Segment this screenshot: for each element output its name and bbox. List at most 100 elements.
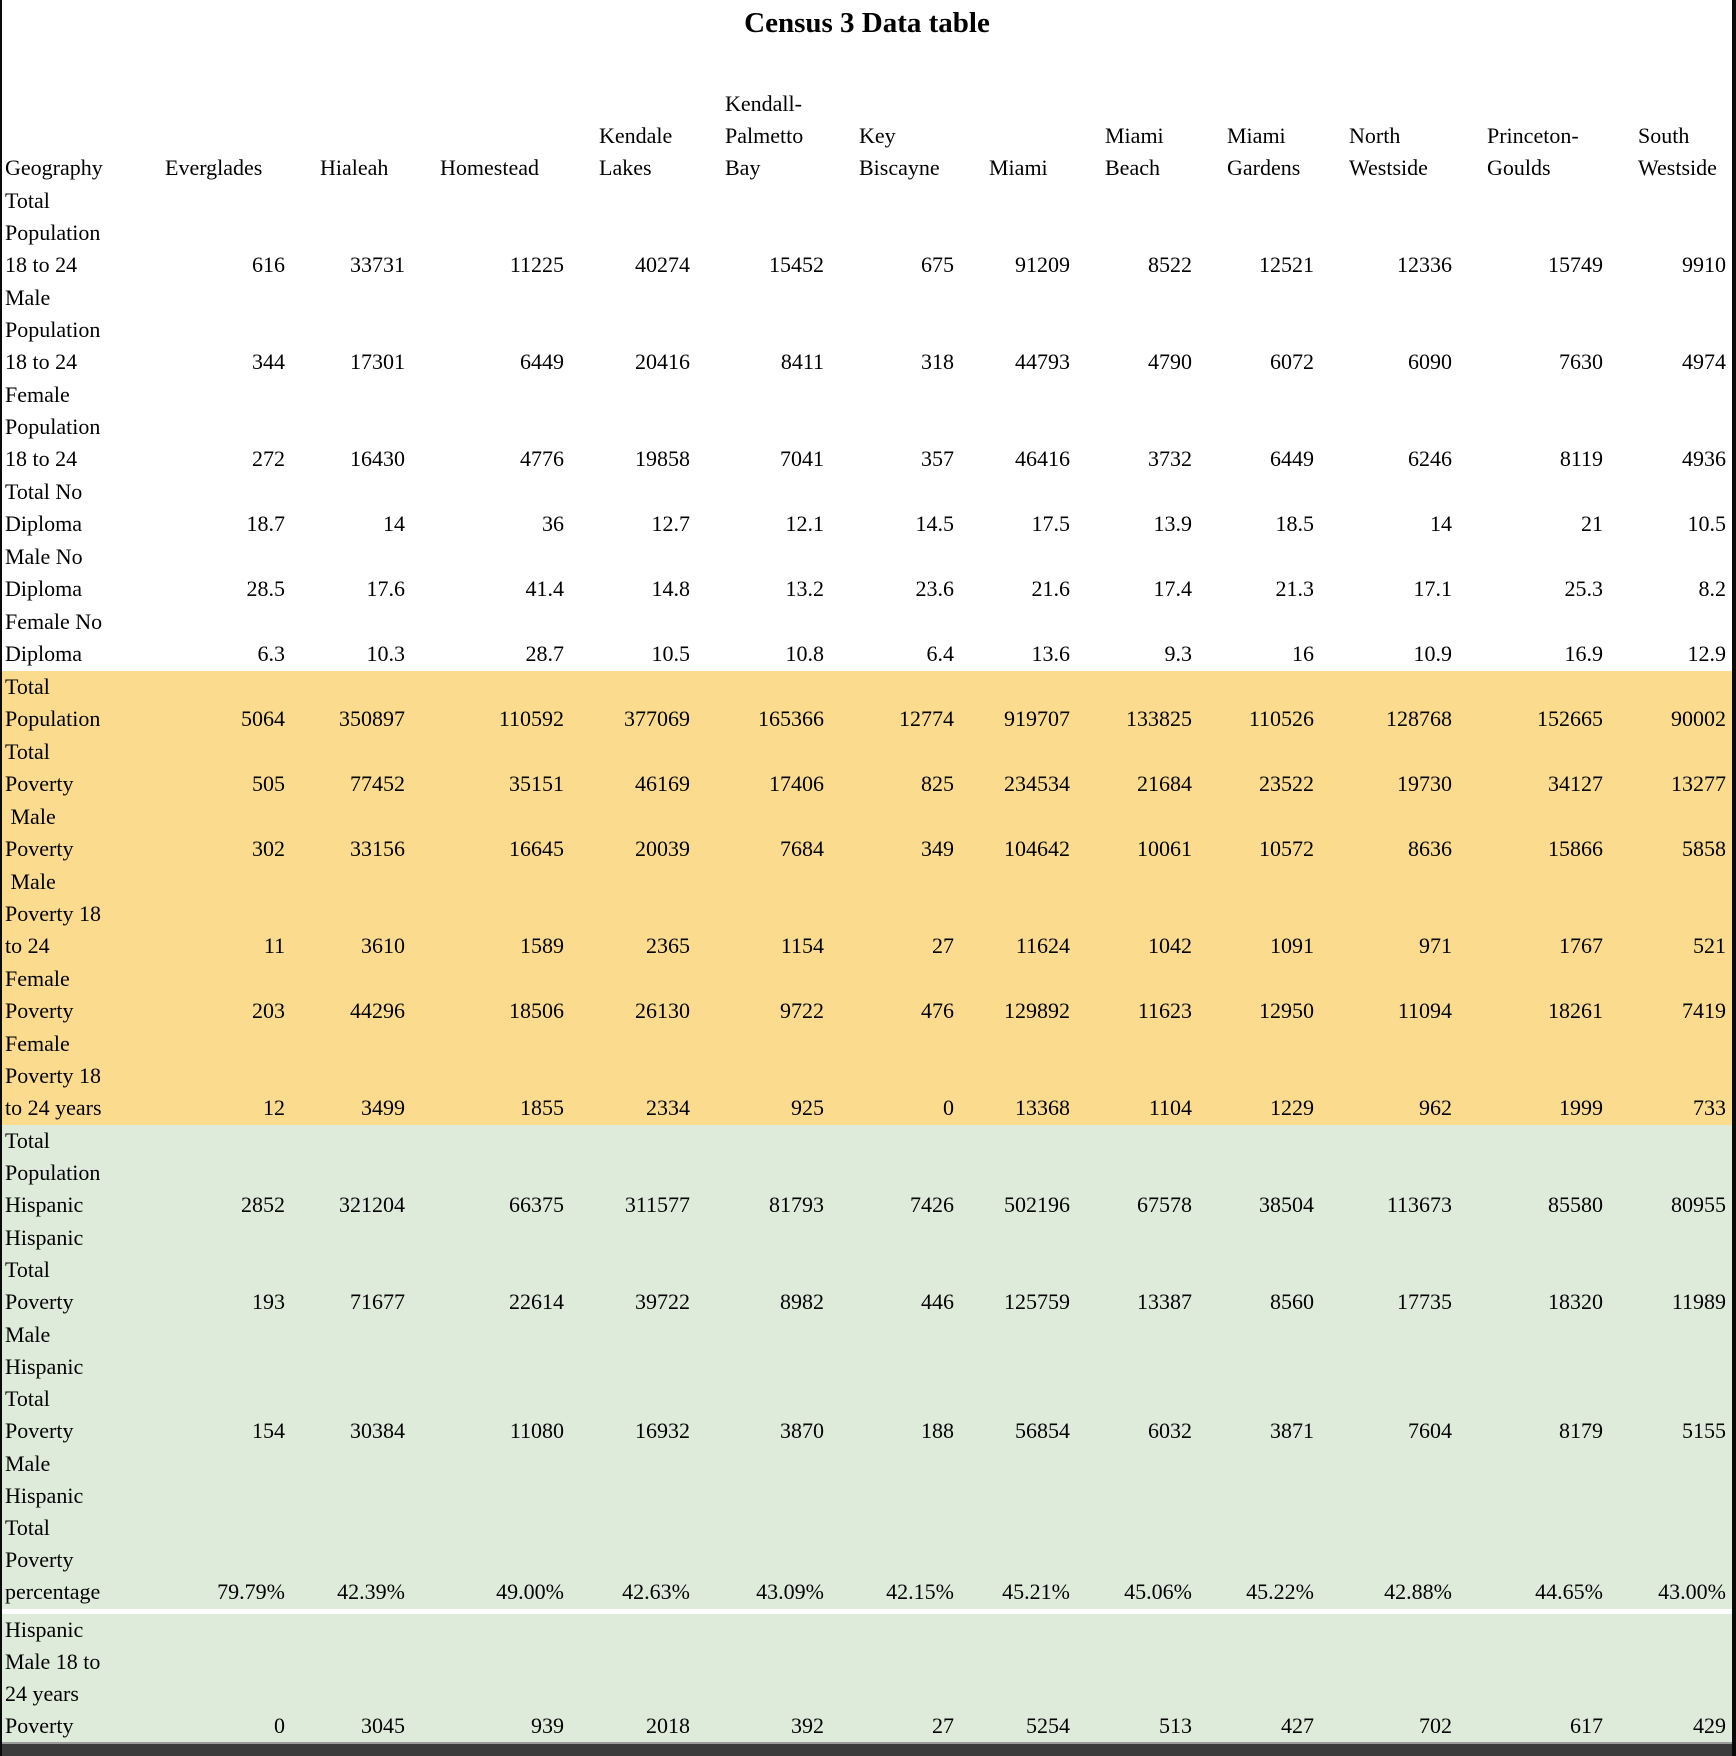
cell-value: 30384 <box>350 1418 405 1443</box>
row-label: Female Population 18 to 24 <box>5 382 101 471</box>
row-label: Total Population Hispanic <box>5 1128 101 1217</box>
cell-value: 21.3 <box>1275 576 1315 601</box>
row-label: Total Population <box>5 674 101 731</box>
cell-value: 42.88% <box>1346 1448 1484 1614</box>
cell-value: 17406 <box>769 771 824 796</box>
cell-value: 8636 <box>1408 836 1452 861</box>
column-header: Key Biscayne <box>859 123 940 180</box>
cell-value: 318 <box>921 349 954 374</box>
cell-value: 521 <box>1693 933 1726 958</box>
cell-value: 26130 <box>635 998 690 1023</box>
cell-value: 41.4 <box>525 576 565 601</box>
cell-value: 446 <box>921 1289 954 1314</box>
cell-value: 925 <box>791 1095 824 1120</box>
cell-value: 45.21% <box>986 1448 1102 1614</box>
cell-value: 675 <box>921 252 954 277</box>
column-header: Hialeah <box>320 155 389 180</box>
row-label: Total No Diploma <box>5 479 83 536</box>
cell-value: 49.00% <box>437 1448 596 1614</box>
cell-value: 39722 <box>635 1289 690 1314</box>
cell-value: 79.79% <box>162 1448 317 1614</box>
cell-value: 28.5 <box>246 576 286 601</box>
cell-value: 15866 <box>1548 836 1603 861</box>
cell-value: 20039 <box>635 836 690 861</box>
cell-value: 6032 <box>1148 1418 1192 1443</box>
cell-value: 5155 <box>1682 1418 1726 1443</box>
census-data-table: Geography Everglades Hialeah Homestead Kenda… <box>2 44 1732 1743</box>
column-header: Miami Gardens <box>1227 123 1301 180</box>
cell-value: 6.4 <box>926 641 955 666</box>
cell-value: 3871 <box>1270 1418 1314 1443</box>
cell-value: 46416 <box>1015 446 1070 471</box>
column-header: Miami <box>989 155 1048 180</box>
row-label: Male Hispanic Total Poverty percentage <box>2 1448 162 1614</box>
table-row: Female No Diploma 6.3 10.3 28.7 10.5 10.8 6.4 1… <box>2 606 1732 671</box>
cell-value: 939 <box>531 1713 564 1738</box>
cell-value: 38504 <box>1259 1192 1314 1217</box>
cell-value: 2018 <box>646 1713 690 1738</box>
cell-value: 3732 <box>1148 446 1192 471</box>
cell-value: 133825 <box>1126 706 1192 731</box>
cell-value: 9.3 <box>1164 641 1193 666</box>
column-header: Kendale Lakes <box>599 123 673 180</box>
cell-value: 513 <box>1159 1713 1192 1738</box>
cell-value: 8982 <box>780 1289 824 1314</box>
cell-value: 3610 <box>361 933 405 958</box>
cell-value: 44.65% <box>1484 1448 1635 1614</box>
cell-value: 13.9 <box>1153 511 1193 536</box>
cell-value: 427 <box>1281 1713 1314 1738</box>
cell-value: 6449 <box>520 349 564 374</box>
cell-value: 193 <box>252 1289 285 1314</box>
cell-value: 12774 <box>899 706 954 731</box>
cell-value: 12.9 <box>1687 641 1727 666</box>
cell-value: 16 <box>1292 641 1314 666</box>
header-row: Geography Everglades Hialeah Homestead Kenda… <box>2 44 1732 185</box>
cell-value: 7604 <box>1408 1418 1452 1443</box>
cell-value: 45.22% <box>1224 1448 1346 1614</box>
cell-value: 321204 <box>339 1192 405 1217</box>
cell-value: 203 <box>252 998 285 1023</box>
cell-value: 12 <box>263 1095 285 1120</box>
cell-value: 12.1 <box>785 511 825 536</box>
cell-value: 3499 <box>361 1095 405 1120</box>
cell-value: 4936 <box>1682 446 1726 471</box>
cell-value: 8411 <box>780 349 824 374</box>
cell-value: 16645 <box>509 836 564 861</box>
cell-value: 10.5 <box>1687 511 1727 536</box>
cell-value: 15749 <box>1548 252 1603 277</box>
cell-value: 1767 <box>1559 933 1603 958</box>
cell-value: 165366 <box>758 706 824 731</box>
cell-value: 1042 <box>1148 933 1192 958</box>
cell-value: 5254 <box>1026 1713 1070 1738</box>
row-label: Total Population 18 to 24 <box>5 188 101 277</box>
table-row: Female Poverty 203 44296 18506 26130 9722 476 1… <box>2 963 1732 1028</box>
cell-value: 357 <box>921 446 954 471</box>
cell-value: 311577 <box>624 1192 690 1217</box>
cell-value: 1999 <box>1559 1095 1603 1120</box>
cell-value: 13368 <box>1015 1095 1070 1120</box>
cell-value: 3870 <box>780 1418 824 1443</box>
column-header: Everglades <box>165 155 263 180</box>
cell-value: 0 <box>943 1095 954 1120</box>
cell-value: 18.7 <box>246 511 286 536</box>
cell-value: 66375 <box>509 1192 564 1217</box>
cell-value: 8560 <box>1270 1289 1314 1314</box>
cell-value: 733 <box>1693 1095 1726 1120</box>
cell-value: 46169 <box>635 771 690 796</box>
cell-value: 18261 <box>1548 998 1603 1023</box>
cell-value: 6072 <box>1270 349 1314 374</box>
cell-value: 6246 <box>1408 446 1452 471</box>
table-row: Male Hispanic Total Poverty percentage 79… <box>2 1448 1732 1614</box>
cell-value: 21.6 <box>1031 576 1071 601</box>
cell-value: 43.09% <box>722 1448 856 1614</box>
cell-value: 17.1 <box>1413 576 1453 601</box>
column-header: Homestead <box>440 155 539 180</box>
cell-value: 33156 <box>350 836 405 861</box>
cell-value: 8522 <box>1148 252 1192 277</box>
table-row: Hispanic Total Poverty 193 71677 22614 39722… <box>2 1222 1732 1319</box>
cell-value: 36 <box>542 511 564 536</box>
cell-value: 14 <box>1430 511 1452 536</box>
cell-value: 8179 <box>1559 1418 1603 1443</box>
cell-value: 4776 <box>520 446 564 471</box>
